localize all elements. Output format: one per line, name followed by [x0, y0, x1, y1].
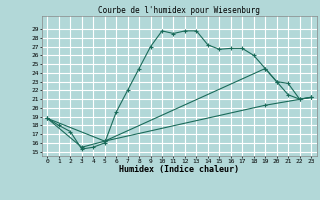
- Title: Courbe de l'humidex pour Wiesenburg: Courbe de l'humidex pour Wiesenburg: [98, 6, 260, 15]
- X-axis label: Humidex (Indice chaleur): Humidex (Indice chaleur): [119, 165, 239, 174]
